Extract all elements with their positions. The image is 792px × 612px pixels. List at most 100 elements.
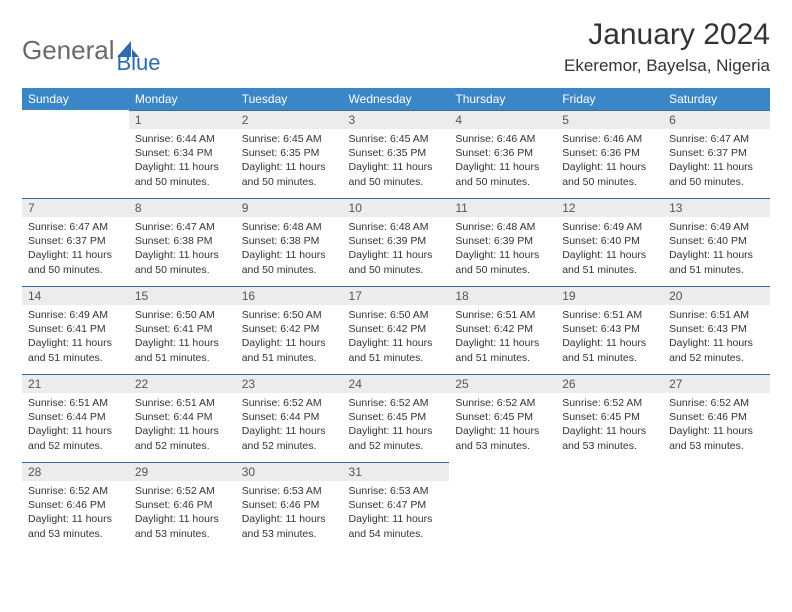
sunset-line: Sunset: 6:45 PM <box>455 410 550 424</box>
day-number: 1 <box>129 110 236 129</box>
sunset-line: Sunset: 6:36 PM <box>455 146 550 160</box>
daylight-line: Daylight: 11 hours and 50 minutes. <box>455 160 550 188</box>
calendar-cell: 17Sunrise: 6:50 AMSunset: 6:42 PMDayligh… <box>343 286 450 374</box>
sunset-line: Sunset: 6:44 PM <box>135 410 230 424</box>
sunset-line: Sunset: 6:43 PM <box>562 322 657 336</box>
day-number: 11 <box>449 198 556 217</box>
daylight-line: Daylight: 11 hours and 52 minutes. <box>242 424 337 452</box>
calendar-cell <box>22 110 129 198</box>
daylight-line: Daylight: 11 hours and 53 minutes. <box>28 512 123 540</box>
sunrise-line: Sunrise: 6:45 AM <box>349 132 444 146</box>
day-body: Sunrise: 6:53 AMSunset: 6:46 PMDaylight:… <box>236 481 343 547</box>
calendar-cell: 7Sunrise: 6:47 AMSunset: 6:37 PMDaylight… <box>22 198 129 286</box>
day-body: Sunrise: 6:50 AMSunset: 6:42 PMDaylight:… <box>236 305 343 371</box>
daylight-line: Daylight: 11 hours and 53 minutes. <box>562 424 657 452</box>
weekday-fri: Friday <box>556 88 663 110</box>
daylight-line: Daylight: 11 hours and 50 minutes. <box>349 160 444 188</box>
day-number: 17 <box>343 286 450 305</box>
calendar-cell <box>556 462 663 550</box>
calendar-table: Sunday Monday Tuesday Wednesday Thursday… <box>22 88 770 550</box>
calendar-body: 1Sunrise: 6:44 AMSunset: 6:34 PMDaylight… <box>22 110 770 550</box>
sunset-line: Sunset: 6:35 PM <box>242 146 337 160</box>
day-number: 29 <box>129 462 236 481</box>
daylight-line: Daylight: 11 hours and 52 minutes. <box>28 424 123 452</box>
daylight-line: Daylight: 11 hours and 51 minutes. <box>562 248 657 276</box>
day-number: 4 <box>449 110 556 129</box>
calendar-cell <box>663 462 770 550</box>
daylight-line: Daylight: 11 hours and 54 minutes. <box>349 512 444 540</box>
weekday-thu: Thursday <box>449 88 556 110</box>
sunrise-line: Sunrise: 6:52 AM <box>562 396 657 410</box>
sunset-line: Sunset: 6:42 PM <box>455 322 550 336</box>
calendar-cell: 4 Sunrise: 6:46 AMSunset: 6:36 PMDaylight… <box>449 110 556 198</box>
sunrise-line: Sunrise: 6:47 AM <box>669 132 764 146</box>
sunrise-line: Sunrise: 6:46 AM <box>455 132 550 146</box>
daylight-line: Daylight: 11 hours and 51 minutes. <box>242 336 337 364</box>
daylight-line: Daylight: 11 hours and 53 minutes. <box>135 512 230 540</box>
daylight-line: Daylight: 11 hours and 52 minutes. <box>669 336 764 364</box>
calendar-cell: 8Sunrise: 6:47 AMSunset: 6:38 PMDaylight… <box>129 198 236 286</box>
daylight-line: Daylight: 11 hours and 50 minutes. <box>242 160 337 188</box>
day-number: 10 <box>343 198 450 217</box>
day-body: Sunrise: 6:47 AMSunset: 6:37 PMDaylight:… <box>663 129 770 195</box>
day-number: 25 <box>449 374 556 393</box>
daylight-line: Daylight: 11 hours and 52 minutes. <box>135 424 230 452</box>
day-number: 19 <box>556 286 663 305</box>
calendar-row: 21Sunrise: 6:51 AMSunset: 6:44 PMDayligh… <box>22 374 770 462</box>
sunset-line: Sunset: 6:42 PM <box>349 322 444 336</box>
day-body: Sunrise: 6:52 AMSunset: 6:46 PMDaylight:… <box>663 393 770 459</box>
sunset-line: Sunset: 6:44 PM <box>28 410 123 424</box>
calendar-cell: 10Sunrise: 6:48 AMSunset: 6:39 PMDayligh… <box>343 198 450 286</box>
day-body: Sunrise: 6:52 AMSunset: 6:45 PMDaylight:… <box>343 393 450 459</box>
daylight-line: Daylight: 11 hours and 53 minutes. <box>242 512 337 540</box>
day-number: 18 <box>449 286 556 305</box>
sunset-line: Sunset: 6:39 PM <box>349 234 444 248</box>
day-number: 3 <box>343 110 450 129</box>
sunset-line: Sunset: 6:45 PM <box>349 410 444 424</box>
day-number: 13 <box>663 198 770 217</box>
calendar-cell: 28Sunrise: 6:52 AMSunset: 6:46 PMDayligh… <box>22 462 129 550</box>
weekday-sat: Saturday <box>663 88 770 110</box>
day-body: Sunrise: 6:49 AMSunset: 6:41 PMDaylight:… <box>22 305 129 371</box>
day-number: 16 <box>236 286 343 305</box>
logo-text-2: Blue <box>117 50 161 76</box>
daylight-line: Daylight: 11 hours and 53 minutes. <box>669 424 764 452</box>
daylight-line: Daylight: 11 hours and 50 minutes. <box>349 248 444 276</box>
daylight-line: Daylight: 11 hours and 50 minutes. <box>455 248 550 276</box>
sunset-line: Sunset: 6:37 PM <box>669 146 764 160</box>
day-body: Sunrise: 6:44 AMSunset: 6:34 PMDaylight:… <box>129 129 236 195</box>
sunrise-line: Sunrise: 6:49 AM <box>28 308 123 322</box>
sunrise-line: Sunrise: 6:49 AM <box>562 220 657 234</box>
day-body: Sunrise: 6:49 AMSunset: 6:40 PMDaylight:… <box>556 217 663 283</box>
day-body: Sunrise: 6:52 AMSunset: 6:45 PMDaylight:… <box>449 393 556 459</box>
sunset-line: Sunset: 6:44 PM <box>242 410 337 424</box>
sunrise-line: Sunrise: 6:48 AM <box>455 220 550 234</box>
calendar-cell: 13Sunrise: 6:49 AMSunset: 6:40 PMDayligh… <box>663 198 770 286</box>
calendar-cell: 29Sunrise: 6:52 AMSunset: 6:46 PMDayligh… <box>129 462 236 550</box>
sunrise-line: Sunrise: 6:50 AM <box>242 308 337 322</box>
calendar-cell: 30Sunrise: 6:53 AMSunset: 6:46 PMDayligh… <box>236 462 343 550</box>
day-number: 26 <box>556 374 663 393</box>
month-title: January 2024 <box>564 18 770 52</box>
weekday-tue: Tuesday <box>236 88 343 110</box>
sunset-line: Sunset: 6:46 PM <box>669 410 764 424</box>
calendar-cell: 18Sunrise: 6:51 AMSunset: 6:42 PMDayligh… <box>449 286 556 374</box>
sunset-line: Sunset: 6:40 PM <box>562 234 657 248</box>
sunset-line: Sunset: 6:38 PM <box>242 234 337 248</box>
sunset-line: Sunset: 6:38 PM <box>135 234 230 248</box>
sunrise-line: Sunrise: 6:51 AM <box>455 308 550 322</box>
calendar-row: 1Sunrise: 6:44 AMSunset: 6:34 PMDaylight… <box>22 110 770 198</box>
day-number: 23 <box>236 374 343 393</box>
sunrise-line: Sunrise: 6:52 AM <box>242 396 337 410</box>
logo: General Blue <box>22 24 161 76</box>
calendar-cell: 21Sunrise: 6:51 AMSunset: 6:44 PMDayligh… <box>22 374 129 462</box>
daylight-line: Daylight: 11 hours and 50 minutes. <box>28 248 123 276</box>
sunrise-line: Sunrise: 6:52 AM <box>135 484 230 498</box>
calendar-cell: 9Sunrise: 6:48 AMSunset: 6:38 PMDaylight… <box>236 198 343 286</box>
day-number: 5 <box>556 110 663 129</box>
calendar-cell: 12Sunrise: 6:49 AMSunset: 6:40 PMDayligh… <box>556 198 663 286</box>
day-number: 8 <box>129 198 236 217</box>
calendar-cell: 25Sunrise: 6:52 AMSunset: 6:45 PMDayligh… <box>449 374 556 462</box>
sunrise-line: Sunrise: 6:49 AM <box>669 220 764 234</box>
daylight-line: Daylight: 11 hours and 50 minutes. <box>135 248 230 276</box>
